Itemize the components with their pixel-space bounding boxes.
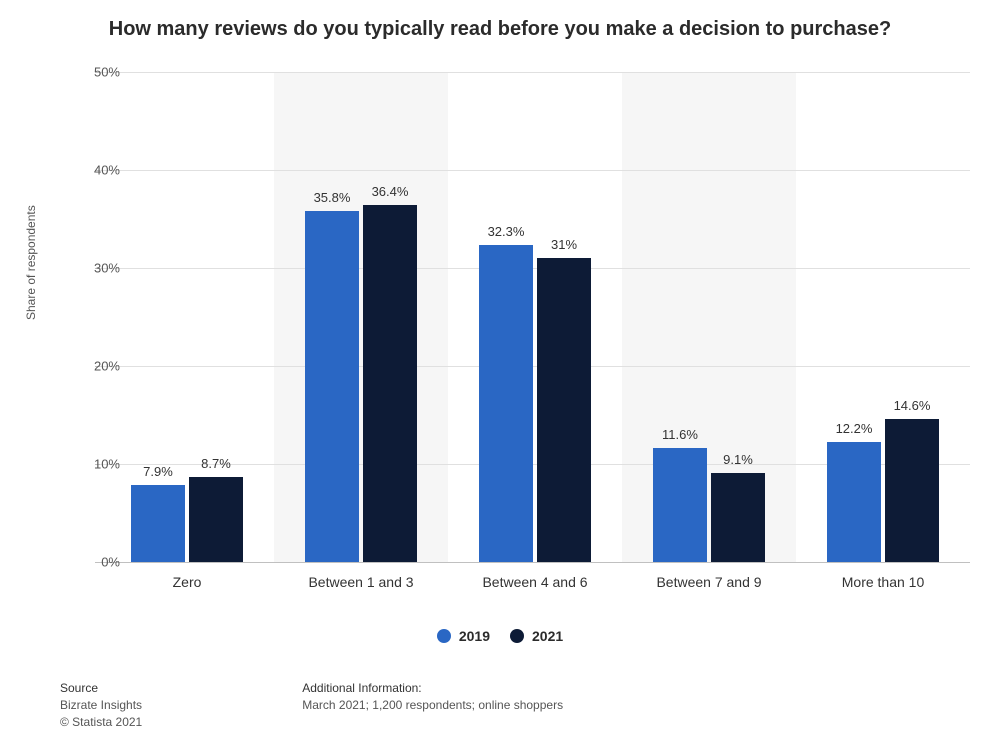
legend-item: 2021 [510, 628, 563, 644]
legend-swatch [437, 629, 451, 643]
source-block: Source Bizrate Insights © Statista 2021 [60, 680, 142, 730]
info-label: Additional Information: [302, 680, 563, 697]
source-name: Bizrate Insights [60, 697, 142, 714]
gridline [100, 72, 970, 73]
bar-value-label: 31% [524, 237, 604, 252]
legend-label: 2021 [532, 628, 563, 644]
bar [885, 419, 939, 562]
source-copyright: © Statista 2021 [60, 714, 142, 731]
bar [363, 205, 417, 562]
y-axis-label: Share of respondents [24, 205, 38, 320]
y-tick-label: 30% [80, 261, 120, 276]
footer: Source Bizrate Insights © Statista 2021 … [60, 680, 960, 730]
bar [189, 477, 243, 562]
legend-swatch [510, 629, 524, 643]
bar-value-label: 12.2% [814, 421, 894, 436]
chart-plot-area: 7.9%8.7%35.8%36.4%32.3%31%11.6%9.1%12.2%… [100, 72, 970, 563]
y-tick-label: 20% [80, 359, 120, 374]
gridline [100, 268, 970, 269]
info-block: Additional Information: March 2021; 1,20… [302, 680, 563, 730]
info-text: March 2021; 1,200 respondents; online sh… [302, 697, 563, 714]
chart-title: How many reviews do you typically read b… [0, 18, 1000, 41]
y-tick-label: 50% [80, 65, 120, 80]
source-label: Source [60, 680, 142, 697]
y-tick-label: 40% [80, 163, 120, 178]
bar-value-label: 14.6% [872, 398, 952, 413]
x-category-label: Between 1 and 3 [308, 574, 413, 590]
x-category-label: Between 4 and 6 [482, 574, 587, 590]
bar [827, 442, 881, 562]
x-category-label: Between 7 and 9 [656, 574, 761, 590]
bar-value-label: 9.1% [698, 452, 778, 467]
bar [131, 485, 185, 562]
bar-value-label: 8.7% [176, 456, 256, 471]
bar [305, 211, 359, 562]
gridline [100, 366, 970, 367]
plot-band [622, 72, 796, 562]
bar-value-label: 11.6% [640, 427, 720, 442]
x-category-label: More than 10 [842, 574, 925, 590]
bar [479, 245, 533, 562]
legend-item: 2019 [437, 628, 490, 644]
legend: 2019 2021 [0, 628, 1000, 648]
x-category-label: Zero [173, 574, 202, 590]
y-tick-label: 0% [80, 555, 120, 570]
gridline [100, 170, 970, 171]
legend-label: 2019 [459, 628, 490, 644]
bar-value-label: 36.4% [350, 184, 430, 199]
bar [537, 258, 591, 562]
plot-band [274, 72, 448, 562]
y-tick-label: 10% [80, 457, 120, 472]
bar [711, 473, 765, 562]
